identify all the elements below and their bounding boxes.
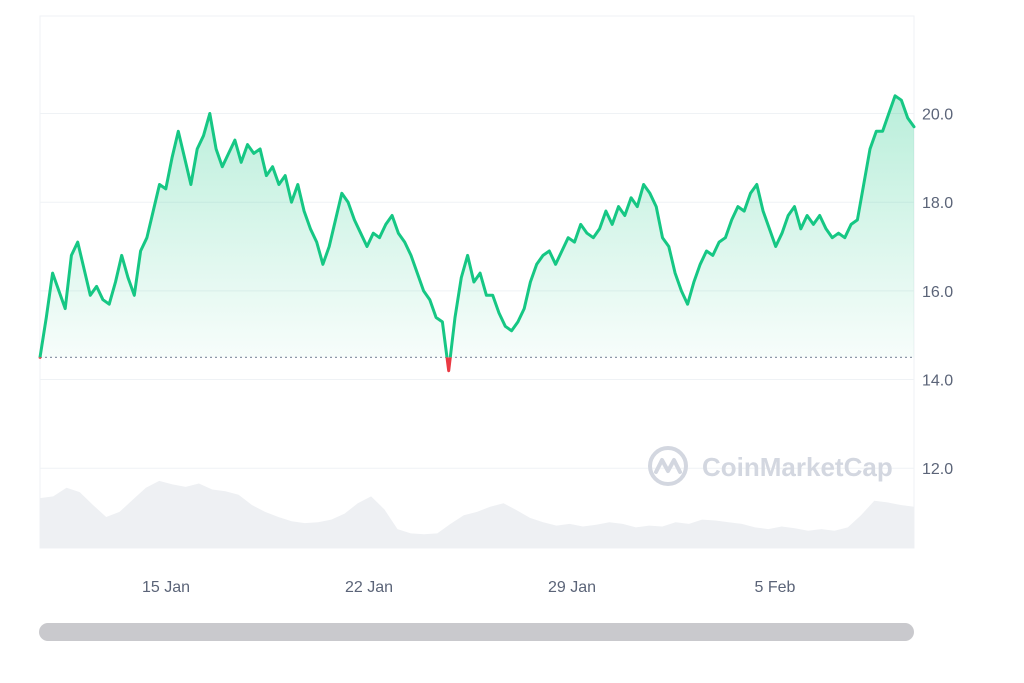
volume-area [40,480,914,548]
y-tick-label: 20.0 [922,107,953,124]
y-axis: 20.0 18.0 16.0 14.0 12.0 [922,107,953,479]
y-tick-label: 18.0 [922,195,953,212]
volume-shape [40,480,914,548]
y-tick-label: 16.0 [922,284,953,301]
price-line-above-reference [38,94,916,358]
watermark-text: CoinMarketCap [702,452,893,482]
price-line [38,94,916,373]
x-tick-label: 5 Feb [755,579,796,596]
y-tick-label: 14.0 [922,373,953,390]
price-area [40,95,914,358]
price-area-fill [40,95,914,358]
x-tick-label: 15 Jan [142,579,190,596]
watermark: CoinMarketCap [648,446,893,486]
coinmarketcap-logo-icon [648,446,688,486]
x-tick-label: 29 Jan [548,579,596,596]
x-tick-label: 22 Jan [345,579,393,596]
y-tick-label: 12.0 [922,461,953,478]
x-axis: 15 Jan 22 Jan 29 Jan 5 Feb [142,579,796,596]
horizontal-scrollbar[interactable] [39,623,914,641]
